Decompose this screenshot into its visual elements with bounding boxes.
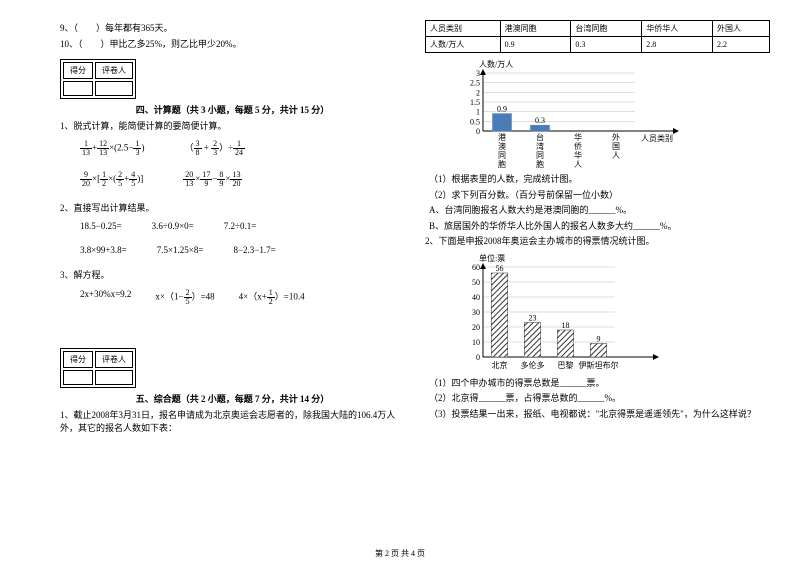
svg-text:23: 23 [529, 313, 537, 322]
section-5-title: 五、综合题（共 2 小题，每题 7 分，共计 14 分） [60, 392, 405, 405]
svg-text:人数/万人: 人数/万人 [479, 59, 513, 69]
svg-text:湾: 湾 [536, 141, 544, 151]
svg-text:60: 60 [472, 263, 480, 272]
svg-text:北京: 北京 [492, 360, 508, 370]
question-9: 9、（ ）每年都有365天。 [60, 22, 405, 36]
s4-q1: 1、脱式计算，能简便计算的要简便计算。 [60, 120, 405, 134]
section-4-title: 四、计算题（共 3 小题，每题 5 分，共计 15 分） [60, 103, 405, 116]
q2-3: （3）投票结果一出来，报纸、电视都说："北京得票是遥遥领先"，为什么这样说？ [429, 408, 770, 422]
svg-text:多伦多: 多伦多 [521, 360, 545, 370]
grader-label: 评卷人 [95, 62, 133, 79]
svg-text:伊斯坦布尔: 伊斯坦布尔 [579, 360, 619, 370]
calc-1a: 18.5−0.25= [80, 221, 122, 231]
volunteer-table: 人员类别港澳同胞台湾同胞华侨华人外国人 人数/万人0.90.32.82.2 [425, 20, 770, 53]
score-box-section-5: 得分 评卷人 [60, 348, 405, 388]
svg-text:澳: 澳 [498, 141, 506, 151]
svg-text:0.5: 0.5 [470, 117, 480, 126]
svg-text:2.5: 2.5 [470, 79, 480, 88]
q1-2b: B、旅居国外的华侨华人比外国人的报名人数多大约______%。 [429, 220, 770, 234]
svg-text:0: 0 [476, 127, 480, 136]
svg-text:50: 50 [472, 278, 480, 287]
q2-2: （2）北京得______票，占得票总数的______%。 [429, 392, 770, 406]
q1-2: （2）求下列百分数。（百分号前保留一位小数） [429, 189, 770, 203]
svg-text:3: 3 [476, 69, 480, 78]
svg-text:1.5: 1.5 [470, 98, 480, 107]
q2-1: （1）四个申办城市的得票总数是______票。 [429, 377, 770, 391]
svg-text:人员类别: 人员类别 [641, 133, 673, 143]
svg-text:国: 国 [612, 142, 620, 151]
s5-q1: 1、截止2008年3月31日，报名申请成为北京奥运会志愿者的，除我国大陆的106… [60, 409, 405, 436]
svg-text:人: 人 [574, 160, 582, 169]
calc-1b: 3.6÷0.9×0= [152, 221, 194, 231]
svg-text:华: 华 [574, 132, 582, 142]
score-label: 得分 [63, 62, 93, 79]
svg-text:10: 10 [472, 338, 480, 347]
eq-row-1: 113+1213×(2.5−13) （38 + 23）÷124 [80, 140, 405, 157]
eq-row-solve: 2x+30%x=9.2 x×（1−25）=48 4×（x+12）=10.4 [80, 289, 405, 306]
svg-text:0: 0 [476, 353, 480, 362]
svg-text:0.9: 0.9 [497, 105, 507, 114]
eq-row-2: 920×[12×(25+45)] 2013×179−89×1320 [80, 171, 405, 188]
svg-text:20: 20 [472, 323, 480, 332]
svg-text:同: 同 [498, 151, 506, 160]
svg-text:港: 港 [498, 132, 506, 142]
svg-text:1: 1 [476, 108, 480, 117]
svg-text:单位:票: 单位:票 [479, 253, 505, 263]
svg-text:40: 40 [472, 293, 480, 302]
question-10: 10、（ ）甲比乙多25%，则乙比甲少20%。 [60, 38, 405, 52]
svg-text:9: 9 [597, 334, 601, 343]
svg-text:台: 台 [536, 132, 544, 142]
q1-2a: A、台湾同胞报名人数大约是港澳同胞的______%。 [429, 204, 770, 218]
svg-text:胞: 胞 [498, 159, 506, 169]
svg-text:56: 56 [496, 264, 504, 273]
svg-text:2: 2 [476, 88, 480, 97]
svg-text:18: 18 [562, 321, 570, 330]
q1-1: （1）根据表里的人数，完成统计图。 [429, 173, 770, 187]
page-footer: 第 2 页 共 4 页 [0, 548, 800, 559]
svg-text:华: 华 [574, 150, 582, 160]
calc-2b: 7.5×1.25×8= [157, 245, 204, 255]
svg-text:胞: 胞 [536, 159, 544, 169]
s4-q2: 2、直接写出计算结果。 [60, 202, 405, 216]
calc-1c: 7.2÷0.1= [224, 221, 257, 231]
calc-2c: 8−2.3−1.7= [233, 245, 275, 255]
svg-text:同: 同 [536, 151, 544, 160]
s4-q3: 3、解方程。 [60, 269, 405, 283]
svg-text:侨: 侨 [574, 141, 582, 151]
chart-1: 人数/万人00.511.522.530.9港澳同胞0.3台湾同胞华侨华人外国人人… [455, 59, 770, 169]
score-box-section-4: 得分 评卷人 [60, 59, 405, 99]
svg-text:人: 人 [612, 151, 620, 160]
s5-q2: 2、下面是申报2008年奥运会主办城市的得票情况统计图。 [425, 235, 770, 249]
svg-text:巴黎: 巴黎 [558, 360, 574, 370]
svg-text:0.3: 0.3 [535, 116, 545, 125]
chart-2: 单位:票 0 10 20 30 40 50 60 56 北京 23 多伦多 18 巴黎 9 伊斯坦布尔 [455, 253, 770, 373]
svg-text:30: 30 [472, 308, 480, 317]
svg-text:外: 外 [612, 132, 620, 142]
calc-2a: 3.8×99+3.8= [80, 245, 127, 255]
